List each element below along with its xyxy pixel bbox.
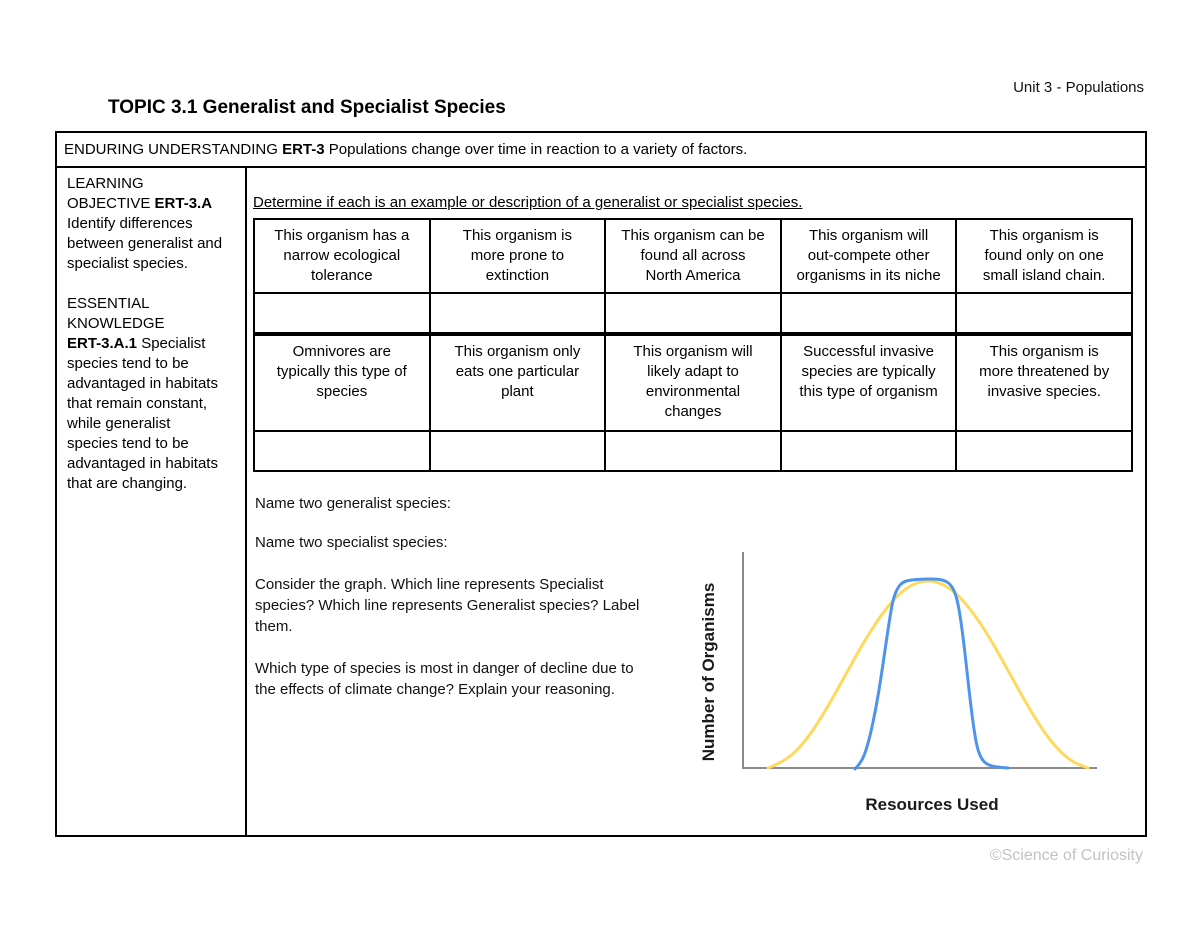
matching-instruction: Determine if each is an example or descr… [253,194,803,211]
prompt-cell: This organism can be found all across No… [604,218,782,294]
prompt-cell: Omnivores are typically this type of spe… [253,334,431,432]
prompt-cell: This organism is more threatened by inva… [955,334,1133,432]
prompt-cell: This organism will likely adapt to envir… [604,334,782,432]
worksheet-table: ENDURING UNDERSTANDING ERT-3 Populations… [55,131,1147,837]
matching-tables: This organism has a narrow ecological to… [253,218,1133,472]
prompt-row-2: Omnivores are typically this type of spe… [253,334,1133,432]
answer-cell[interactable] [604,430,782,472]
prompt-table-1: This organism has a narrow ecological to… [253,218,1133,334]
y-axis-label: Number of Organisms [699,583,718,762]
prompt-row-1: This organism has a narrow ecological to… [253,218,1133,294]
worksheet-body-row: LEARNING OBJECTIVE ERT-3.A Identify diff… [57,168,1145,835]
answer-cell[interactable] [955,430,1133,472]
prompt-cell: This organism only eats one particular p… [428,334,607,432]
answer-cell[interactable] [428,430,607,472]
copyright: ©Science of Curiosity [989,847,1143,864]
prompt-table-2: Omnivores are typically this type of spe… [253,334,1133,472]
yellow-curve [766,579,1090,770]
blue-curve [853,577,1010,771]
enduring-understanding-row: ENDURING UNDERSTANDING ERT-3 Populations… [57,133,1145,168]
answer-cell[interactable] [604,292,782,334]
question-climate-change: Which type of species is most in danger … [255,660,634,698]
answer-row-2 [253,430,1133,472]
enduring-understanding-code: ERT-3 [282,141,325,158]
learning-objective-cell: LEARNING OBJECTIVE ERT-3.A Identify diff… [57,168,247,835]
prompt-cell: This organism is more prone to extinctio… [428,218,607,294]
prompt-cell: This organism has a narrow ecological to… [253,218,431,294]
prompt-cell: Successful invasive species are typicall… [779,334,958,432]
answer-cell[interactable] [253,430,431,472]
answer-cell[interactable] [428,292,607,334]
enduring-understanding-label: ENDURING UNDERSTANDING [64,141,283,158]
answer-cell[interactable] [779,292,958,334]
essential-knowledge-text: ESSENTIAL KNOWLEDGE ERT-3.A.1 Specialist… [67,295,218,492]
question-name-specialists: Name two specialist species: [255,534,448,551]
x-axis-label: Resources Used [865,795,998,814]
activity-cell: Determine if each is an example or descr… [247,168,1145,835]
page-title: TOPIC 3.1 Generalist and Specialist Spec… [108,97,506,118]
answer-cell[interactable] [779,430,958,472]
question-name-generalists: Name two generalist species: [255,495,451,512]
answer-cell[interactable] [253,292,431,334]
enduring-understanding-text: Populations change over time in reaction… [324,141,748,158]
niche-breadth-graph: Number of Organisms Resources Used [698,545,1108,835]
question-label-graph-lines: Consider the graph. Which line represent… [255,576,640,635]
learning-objective-text: LEARNING OBJECTIVE ERT-3.A Identify diff… [67,175,223,272]
answer-row-1 [253,292,1133,334]
unit-label: Unit 3 - Populations [1013,79,1144,96]
prompt-cell: This organism will out-compete other org… [779,218,958,294]
answer-cell[interactable] [955,292,1133,334]
prompt-cell: This organism is found only on one small… [955,218,1133,294]
